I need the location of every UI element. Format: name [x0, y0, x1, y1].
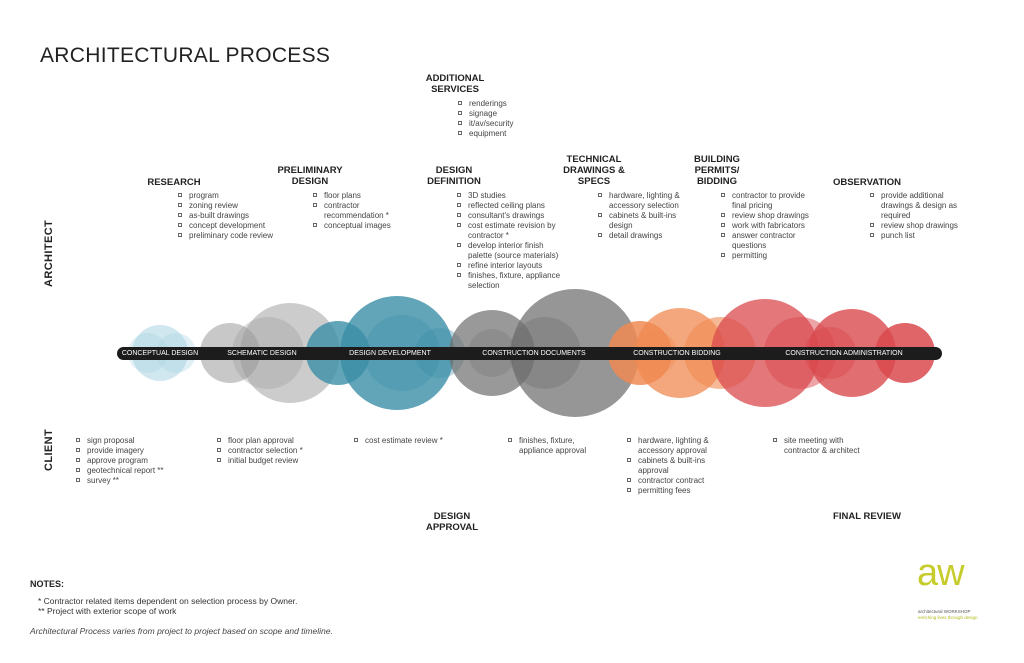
- list-item: finishes, fixture, appliance selection: [457, 271, 567, 291]
- list-item: preliminary code review: [178, 231, 288, 241]
- heading-design-definition: DESIGN DEFINITION: [427, 165, 481, 187]
- heading-design-approval: DESIGN APPROVAL: [425, 511, 479, 533]
- list-item: contractor contract: [627, 476, 722, 486]
- list-item: permitting fees: [627, 486, 722, 496]
- client-list-conceptual: sign proposal provide imagery approve prog…: [76, 436, 196, 486]
- heading-building-permits: BUILDING PERMITS/ BIDDING: [694, 154, 740, 187]
- list-item: initial budget review: [217, 456, 327, 466]
- phase-label-conceptual-design: CONCEPTUAL DESIGN: [121, 350, 199, 357]
- phase-bubble-timeline: [117, 289, 942, 417]
- list-item: contractor recommendation *: [313, 201, 403, 221]
- list-item: hardware, lighting & accessory approval: [627, 436, 722, 456]
- list-item: program: [178, 191, 288, 201]
- list-item: renderings: [458, 99, 548, 109]
- list-item: review shop drawings: [870, 221, 970, 231]
- client-list-construction-documents: finishes, fixture, appliance approval: [508, 436, 598, 456]
- list-item: sign proposal: [76, 436, 196, 446]
- list-additional-services: renderings signage it/av/security equipment: [458, 99, 548, 139]
- client-side-label: CLIENT: [43, 428, 55, 471]
- list-building-permits: contractor to provide final pricing revie…: [721, 191, 817, 261]
- heading-technical-drawings: TECHNICAL DRAWINGS & SPECS: [563, 154, 625, 187]
- architect-side-label: ARCHITECT: [43, 219, 55, 287]
- list-item: contractor to provide final pricing: [721, 191, 817, 211]
- list-item: contractor selection *: [217, 446, 327, 456]
- client-list-construction-bidding: hardware, lighting & accessory approval c…: [627, 436, 722, 496]
- phase-label-construction-documents: CONSTRUCTION DOCUMENTS: [482, 350, 586, 357]
- list-item: site meeting with contractor & architect: [773, 436, 873, 456]
- list-item: work with fabricators: [721, 221, 817, 231]
- list-item: hardware, lighting & accessory selection: [598, 191, 684, 211]
- list-item: signage: [458, 109, 548, 119]
- list-item: review shop drawings: [721, 211, 817, 221]
- list-item: cabinets & built-ins design: [598, 211, 684, 231]
- list-design-definition: 3D studies reflected ceiling plans consult…: [457, 191, 567, 291]
- note-contractor: * Contractor related items dependent on …: [38, 596, 298, 606]
- list-item: permitting: [721, 251, 817, 261]
- heading-final-review: FINAL REVIEW: [833, 511, 901, 522]
- list-item: cost estimate revision by contractor *: [457, 221, 567, 241]
- list-item: refine interior layouts: [457, 261, 567, 271]
- list-observation: provide additional drawings & design as …: [870, 191, 970, 241]
- list-item: geotechnical report **: [76, 466, 196, 476]
- list-item: punch list: [870, 231, 970, 241]
- logo-tagline: enriching lives through design: [918, 615, 978, 620]
- list-item: approve program: [76, 456, 196, 466]
- list-item: equipment: [458, 129, 548, 139]
- list-item: floor plan approval: [217, 436, 327, 446]
- list-item: zoning review: [178, 201, 288, 211]
- list-item: reflected ceiling plans: [457, 201, 567, 211]
- logo-name: architectural WORKSHOP: [918, 609, 971, 614]
- list-item: it/av/security: [458, 119, 548, 129]
- list-item: provide additional drawings & design as …: [870, 191, 970, 221]
- list-preliminary-design: floor plans contractor recommendation * co…: [313, 191, 403, 231]
- note-exterior: ** Project with exterior scope of work: [38, 606, 177, 616]
- list-item: develop interior finish palette (source …: [457, 241, 567, 261]
- phase-label-design-development: DESIGN DEVELOPMENT: [349, 350, 431, 357]
- heading-research: RESEARCH: [147, 177, 201, 188]
- list-item: conceptual images: [313, 221, 403, 231]
- notes-title: NOTES:: [30, 579, 65, 589]
- list-technical-drawings: hardware, lighting & accessory selection…: [598, 191, 684, 241]
- list-item: cost estimate review *: [354, 436, 464, 446]
- list-item: consultant's drawings: [457, 211, 567, 221]
- heading-preliminary-design: PRELIMINARY DESIGN: [277, 165, 343, 187]
- client-list-schematic: floor plan approval contractor selection …: [217, 436, 327, 466]
- phase-label-construction-bidding: CONSTRUCTION BIDDING: [633, 350, 721, 357]
- list-item: cabinets & built-ins approval: [627, 456, 722, 476]
- list-item: 3D studies: [457, 191, 567, 201]
- aw-logo: aw: [917, 552, 965, 594]
- page-title: ARCHITECTURAL PROCESS: [40, 44, 331, 67]
- list-research: program zoning review as-built drawings con…: [178, 191, 288, 241]
- client-list-design-development: cost estimate review *: [354, 436, 464, 446]
- phase-label-construction-administration: CONSTRUCTION ADMINISTRATION: [785, 350, 903, 357]
- list-item: floor plans: [313, 191, 403, 201]
- list-item: as-built drawings: [178, 211, 288, 221]
- process-footnote: Architectural Process varies from projec…: [30, 626, 333, 636]
- list-item: finishes, fixture, appliance approval: [508, 436, 598, 456]
- client-list-construction-administration: site meeting with contractor & architect: [773, 436, 873, 456]
- list-item: concept development: [178, 221, 288, 231]
- heading-observation: OBSERVATION: [832, 177, 902, 188]
- timeline-bar: [117, 347, 942, 360]
- list-item: survey **: [76, 476, 196, 486]
- list-item: detail drawings: [598, 231, 684, 241]
- list-item: provide imagery: [76, 446, 196, 456]
- phase-label-schematic-design: SCHEMATIC DESIGN: [227, 350, 297, 357]
- list-item: answer contractor questions: [721, 231, 817, 251]
- heading-additional-services: ADDITIONAL SERVICES: [425, 73, 485, 95]
